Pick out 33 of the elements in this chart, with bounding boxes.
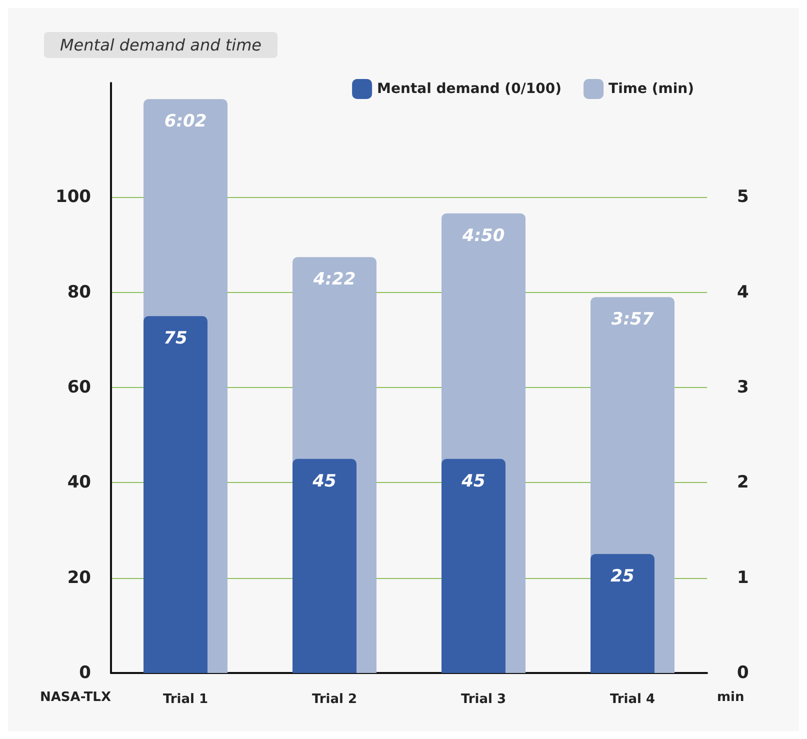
y-axis-title: NASA-TLX [40,690,111,705]
bar [590,554,654,673]
y2-tick-label: 1 [737,568,749,588]
data-label: 4:22 [312,270,356,290]
data-label: 4:50 [461,226,505,246]
y2-axis-title: min [717,690,744,705]
y-tick-label: 40 [67,472,92,493]
chart-title: Mental demand and time [60,36,262,54]
y-tick-label: 20 [67,568,92,588]
bar [144,316,208,673]
y2-tick-label: 3 [737,378,749,398]
y2-tick-label: 2 [737,472,749,493]
data-label: 45 [460,471,486,492]
y2-tick-label: 5 [737,187,749,208]
x-tick-label: Trial 1 [162,692,208,707]
bar [292,458,356,673]
bar [442,458,506,673]
y-tick-label: 0 [79,663,92,683]
x-tick-label: Trial 2 [312,692,358,707]
data-label: 6:02 [164,112,207,132]
x-tick-label: Trial 4 [610,692,656,707]
legend-label: Mental demand (0/100) [377,81,562,97]
data-label: 75 [164,328,188,349]
y-tick-label: 80 [67,282,92,302]
legend-label: Time (min) [608,81,694,97]
y-tick-label: 100 [56,187,92,208]
x-tick-label: Trial 3 [460,692,506,707]
y-tick-label: 60 [67,378,92,398]
data-label: 25 [610,566,634,587]
y2-tick-label: 0 [737,663,749,683]
y2-tick-label: 4 [737,282,749,302]
data-label: 3:57 [611,310,654,330]
data-label: 45 [312,471,336,492]
